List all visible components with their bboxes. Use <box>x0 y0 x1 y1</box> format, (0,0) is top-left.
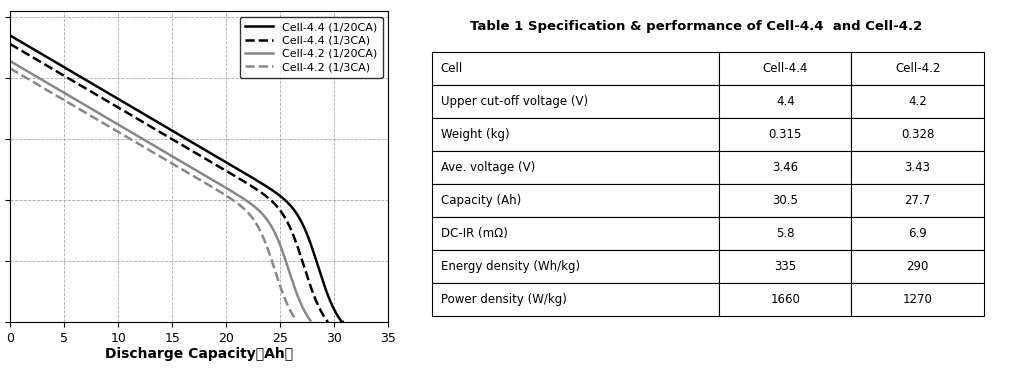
Bar <box>719 84 851 118</box>
Text: Capacity (Ah): Capacity (Ah) <box>441 194 521 206</box>
Bar <box>719 216 851 250</box>
Legend: Cell-4.4 (1/20CA), Cell-4.4 (1/3CA), Cell-4.2 (1/20CA), Cell-4.2 (1/3CA): Cell-4.4 (1/20CA), Cell-4.4 (1/3CA), Cel… <box>240 17 382 78</box>
Text: Weight (kg): Weight (kg) <box>441 128 510 141</box>
Text: Energy density (Wh/kg): Energy density (Wh/kg) <box>441 260 579 273</box>
Bar <box>719 151 851 184</box>
Text: 4.2: 4.2 <box>908 95 927 108</box>
Bar <box>432 216 719 250</box>
Text: Power density (W/kg): Power density (W/kg) <box>441 293 566 306</box>
Bar <box>719 51 851 84</box>
Text: 0.328: 0.328 <box>901 128 934 141</box>
Text: 4.4: 4.4 <box>776 95 795 108</box>
Text: 0.315: 0.315 <box>768 128 802 141</box>
Bar <box>851 184 984 216</box>
Text: Cell: Cell <box>441 61 463 74</box>
Text: 1270: 1270 <box>903 293 932 306</box>
Bar <box>432 184 719 216</box>
Bar <box>719 250 851 283</box>
Text: 6.9: 6.9 <box>908 227 927 240</box>
Bar <box>851 51 984 84</box>
Text: Table 1 Specification & performance of Cell-4.4  and Cell-4.2: Table 1 Specification & performance of C… <box>470 20 922 33</box>
Bar <box>432 84 719 118</box>
Text: Cell-4.2: Cell-4.2 <box>895 61 940 74</box>
Bar <box>719 283 851 316</box>
Text: 335: 335 <box>774 260 797 273</box>
X-axis label: Discharge Capacity（Ah）: Discharge Capacity（Ah） <box>105 347 293 361</box>
Text: 27.7: 27.7 <box>905 194 931 206</box>
Text: Ave. voltage (V): Ave. voltage (V) <box>441 161 535 174</box>
Bar <box>851 118 984 151</box>
Bar <box>432 250 719 283</box>
Text: 3.43: 3.43 <box>905 161 930 174</box>
Text: DC-IR (mΩ): DC-IR (mΩ) <box>441 227 508 240</box>
Bar <box>851 250 984 283</box>
Bar <box>432 283 719 316</box>
Text: 1660: 1660 <box>770 293 801 306</box>
Text: Cell-4.4: Cell-4.4 <box>762 61 808 74</box>
Text: 3.46: 3.46 <box>772 161 799 174</box>
Text: 30.5: 30.5 <box>772 194 799 206</box>
Bar <box>432 51 719 84</box>
Text: 5.8: 5.8 <box>776 227 795 240</box>
Bar <box>851 151 984 184</box>
Bar <box>851 216 984 250</box>
Bar <box>851 84 984 118</box>
Bar <box>432 151 719 184</box>
Bar <box>851 283 984 316</box>
Text: 290: 290 <box>907 260 929 273</box>
Text: Upper cut-off voltage (V): Upper cut-off voltage (V) <box>441 95 587 108</box>
Bar <box>719 118 851 151</box>
Bar <box>432 118 719 151</box>
Bar <box>719 184 851 216</box>
